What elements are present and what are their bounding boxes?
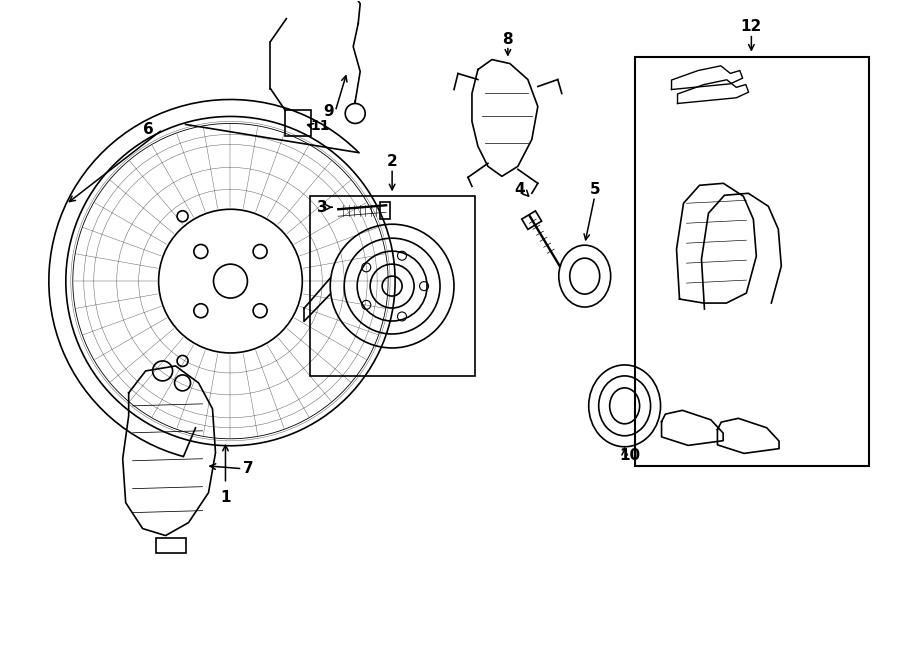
Bar bbox=[310, 196, 475, 376]
Text: 10: 10 bbox=[619, 448, 640, 463]
Bar bbox=[522, 211, 542, 229]
Text: 2: 2 bbox=[387, 154, 398, 169]
Text: 5: 5 bbox=[590, 182, 600, 197]
Text: 3: 3 bbox=[317, 200, 328, 215]
Bar bbox=[156, 537, 185, 553]
Text: 6: 6 bbox=[143, 122, 154, 137]
Text: 8: 8 bbox=[502, 32, 513, 47]
Text: 11: 11 bbox=[310, 120, 330, 134]
Text: 4: 4 bbox=[515, 182, 526, 197]
Text: 12: 12 bbox=[741, 19, 762, 34]
Text: 1: 1 bbox=[220, 490, 230, 505]
Bar bbox=[285, 110, 311, 136]
Bar bbox=[634, 57, 869, 466]
Text: 7: 7 bbox=[243, 461, 254, 476]
Text: 9: 9 bbox=[323, 104, 334, 119]
Bar bbox=[380, 202, 390, 219]
